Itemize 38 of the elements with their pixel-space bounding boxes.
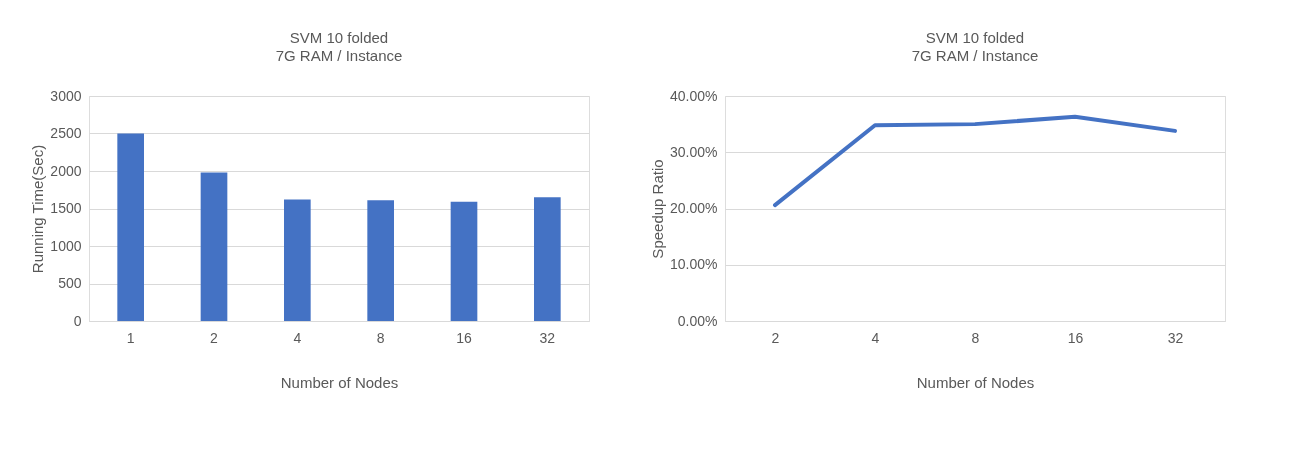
y-tick-label: 1000 [50,237,82,254]
y-tick-label: 40.00% [670,87,718,104]
x-axis-title: Number of Nodes [916,373,1035,391]
y-tick-label: 2500 [50,125,82,141]
chart-title: SVM 10 folded [925,29,1025,46]
x-tick-label: 2 [210,329,219,346]
x-tick-label: 32 [1167,329,1184,346]
x-tick-label: 1 [126,329,135,346]
line-series [773,114,1177,208]
x-tick-label: 16 [456,329,472,346]
x-tick-label: 2 [771,329,780,346]
y-tick-label: 0.00% [677,312,718,329]
x-axis-title: Number of Nodes [280,373,399,391]
y-tick-label: 10.00% [670,256,718,273]
bar [284,199,311,321]
chart-title: SVM 10 folded [289,29,389,46]
chart-subtitle: 7G RAM / Instance [275,47,403,64]
y-axis-title: Speedup Ratio [649,159,667,259]
chart-subtitle: 7G RAM / Instance [911,47,1039,64]
y-tick-label: 30.00% [670,143,718,160]
y-tick-label: 0 [73,312,82,329]
bar [117,133,144,321]
x-tick-label: 32 [539,329,556,346]
x-tick-label: 16 [1067,329,1084,346]
bar [534,197,561,321]
x-tick-label: 4 [293,329,302,346]
x-tick-label: 4 [871,329,880,346]
x-tick-label: 8 [376,329,385,346]
y-axis-title: Running Time(Sec) [29,144,47,274]
bar [367,200,394,321]
y-tick-label: 500 [58,275,82,291]
y-tick-label: 3000 [50,87,82,104]
y-tick-label: 1500 [50,200,82,216]
y-tick-label: 2000 [50,162,82,179]
bar [450,201,478,321]
y-tick-label: 20.00% [670,200,718,216]
x-tick-label: 8 [971,329,980,346]
bar [200,172,228,321]
